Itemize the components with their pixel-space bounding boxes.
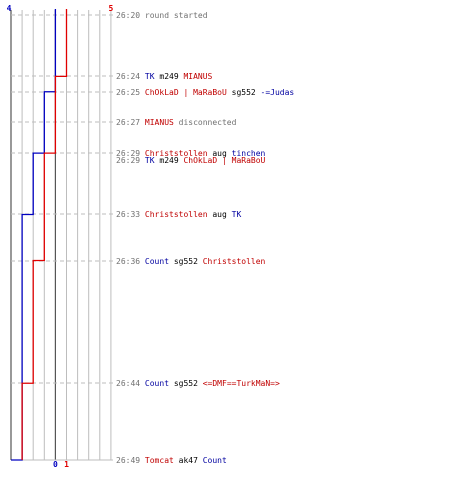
weapon-name: aug <box>207 210 232 220</box>
player-red: ChOkLaD | MaRaBoU <box>183 156 266 166</box>
event-time: 26:49 <box>116 456 141 465</box>
event-line: 26:36 Count sg552 Christstollen <box>116 257 265 266</box>
player-blue: Count <box>202 456 227 465</box>
event-line: 26:27 MIANUS disconnected <box>116 118 236 127</box>
player-red: <=DMF==TurkMaN=> <box>202 379 280 389</box>
event-message: disconnected <box>173 118 237 128</box>
player-red: Christstollen <box>144 149 208 159</box>
player-red: Christstollen <box>144 210 208 220</box>
event-line: 26:44 Count sg552 <=DMF==TurkMaN=> <box>116 379 280 388</box>
event-line: 26:24 TK m249 MIANUS <box>116 72 212 81</box>
series-blue-line <box>11 9 57 461</box>
event-line: 26:49 Tomcat ak47 Count <box>116 456 227 465</box>
score-blue-end: 0 <box>53 460 58 469</box>
event-time: 26:20 <box>116 11 141 20</box>
player-blue: Count <box>144 379 170 389</box>
weapon-name: ak47 <box>173 456 203 465</box>
score-blue-start: 4 <box>7 4 12 13</box>
player-blue: TK <box>231 210 242 220</box>
player-red: Christstollen <box>202 256 266 266</box>
event-message: round started <box>144 11 208 20</box>
series-red-line <box>21 9 68 460</box>
event-time: 26:27 <box>116 118 141 128</box>
player-red: ChOkLaD | MaRaBoU <box>144 87 227 97</box>
weapon-name: m249 <box>154 72 184 82</box>
event-line: 26:29 TK m249 ChOkLaD | MaRaBoU <box>116 156 265 165</box>
event-time: 26:29 <box>116 149 141 159</box>
player-blue: TK <box>144 156 155 166</box>
player-red: Tomcat <box>144 456 174 465</box>
event-line: 26:29 Christstollen aug tinchen <box>116 149 265 158</box>
player-blue: Count <box>144 256 170 266</box>
event-line: 26:33 Christstollen aug TK <box>116 210 241 219</box>
weapon-name: sg552 <box>226 87 261 97</box>
player-blue: tinchen <box>231 149 266 159</box>
event-time: 26:24 <box>116 72 141 82</box>
player-red: MIANUS <box>144 118 174 128</box>
event-time: 26:33 <box>116 210 141 220</box>
player-red: MIANUS <box>183 72 213 82</box>
weapon-name: sg552 <box>169 379 203 389</box>
event-time: 26:29 <box>116 156 141 166</box>
player-blue: -=Judas <box>260 87 295 97</box>
event-time: 26:25 <box>116 87 141 97</box>
player-blue: TK <box>144 72 155 82</box>
event-time: 26:44 <box>116 379 141 389</box>
event-line: 26:20 round started <box>116 11 208 20</box>
score-red-end: 1 <box>64 460 69 469</box>
score-red-start: 5 <box>108 4 113 13</box>
event-line: 26:25 ChOkLaD | MaRaBoU sg552 -=Judas <box>116 88 294 97</box>
weapon-name: aug <box>207 149 232 159</box>
weapon-name: m249 <box>154 156 184 166</box>
event-time: 26:36 <box>116 256 141 266</box>
weapon-name: sg552 <box>169 256 203 266</box>
